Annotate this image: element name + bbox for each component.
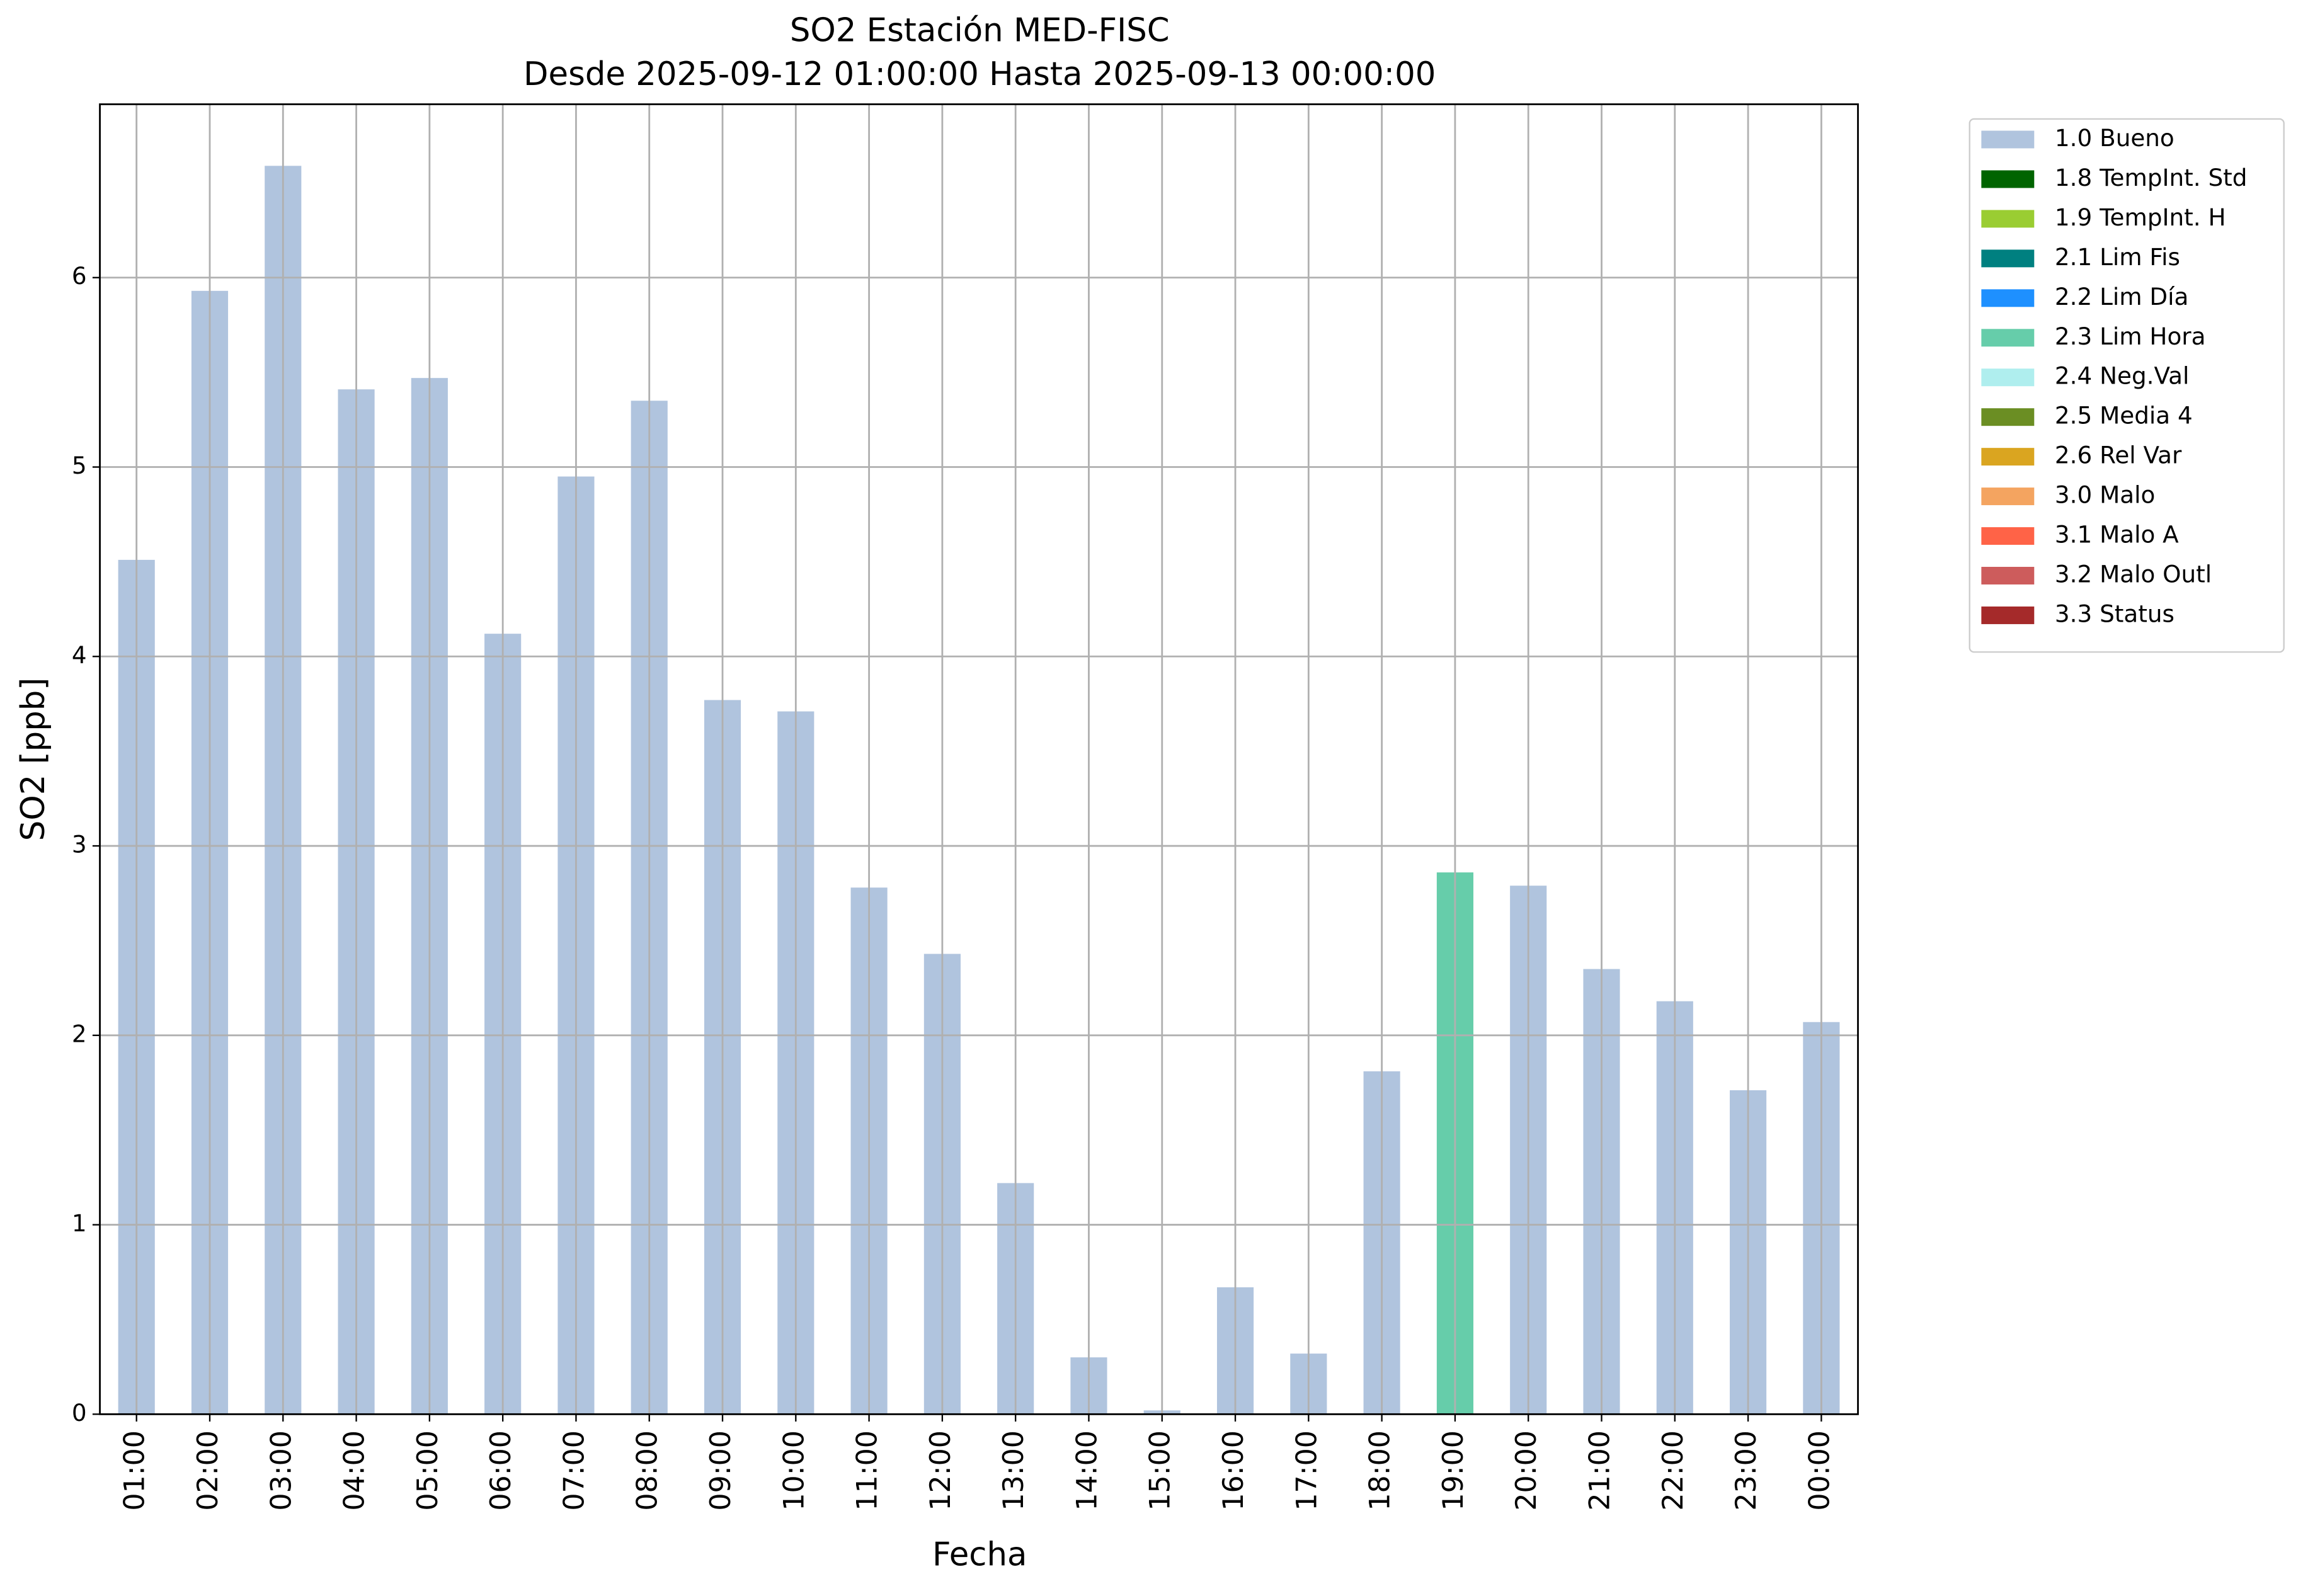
chart-title: SO2 Estación MED-FISC: [790, 11, 1170, 49]
legend-label: 1.8 TempInt. Std: [2055, 164, 2248, 191]
x-axis-label: Fecha: [932, 1536, 1027, 1574]
plot-frame: [99, 103, 1859, 1415]
x-tick-label: 02:00: [192, 1430, 224, 1511]
axes: 0 1 2 3 4 5 6 01:00 02:00 03:00 04:00 05:00 06:00 07:…: [72, 103, 1859, 1511]
legend-label: 3.3 Status: [2055, 600, 2174, 627]
x-tick-label: 06:00: [485, 1430, 517, 1511]
legend-label: 2.6 Rel Var: [2055, 442, 2182, 469]
x-tick-label: 05:00: [412, 1430, 444, 1511]
y-tick-label: 0: [72, 1399, 87, 1427]
x-tick-label: 21:00: [1584, 1430, 1616, 1511]
legend-swatch: [1981, 448, 2035, 466]
x-tick-label: 22:00: [1657, 1430, 1689, 1511]
x-tick-label: 08:00: [632, 1430, 664, 1511]
x-tick-label: 12:00: [925, 1430, 957, 1511]
x-tick-label: 20:00: [1511, 1430, 1543, 1511]
x-tick-label: 10:00: [778, 1430, 810, 1511]
legend-swatch: [1981, 289, 2035, 307]
x-tick-label: 00:00: [1803, 1430, 1836, 1511]
legend-swatch: [1981, 368, 2035, 387]
legend-label: 2.4 Neg.Val: [2055, 362, 2189, 390]
x-tick-label: 23:00: [1730, 1430, 1763, 1511]
y-tick-label: 3: [72, 831, 87, 858]
legend-label: 3.1 Malo A: [2055, 521, 2179, 549]
y-tick-label: 4: [72, 641, 87, 669]
x-tick-label: 14:00: [1071, 1430, 1103, 1511]
legend-box: [1969, 118, 2285, 653]
legend-label: 3.0 Malo: [2055, 481, 2155, 509]
legend-swatch: [1981, 329, 2035, 347]
legend: 1.0 Bueno 1.8 TempInt. Std 1.9 TempInt. H 2…: [1969, 118, 2285, 653]
x-tick-label: 18:00: [1364, 1430, 1397, 1511]
legend-swatch: [1981, 170, 2035, 188]
x-tick-label: 19:00: [1437, 1430, 1470, 1511]
y-tick-label: 1: [72, 1209, 87, 1237]
legend-label: 1.0 Bueno: [2055, 124, 2174, 152]
legend-swatch: [1981, 210, 2035, 228]
legend-label: 3.2 Malo Outl: [2055, 560, 2212, 588]
legend-swatch: [1981, 527, 2035, 545]
y-tick-label: 2: [72, 1020, 87, 1047]
legend-label: 1.9 TempInt. H: [2055, 203, 2226, 231]
x-tick-label: 13:00: [998, 1430, 1030, 1511]
y-axis-label: SO2 [ppb]: [14, 678, 52, 841]
legend-label: 2.5 Media 4: [2055, 402, 2193, 430]
x-tick-label: 15:00: [1145, 1430, 1177, 1511]
x-tick-label: 17:00: [1291, 1430, 1323, 1511]
y-tick-label: 6: [72, 262, 87, 290]
legend-swatch: [1981, 408, 2035, 426]
x-tick-label: 07:00: [558, 1430, 590, 1511]
x-tick-label: 16:00: [1218, 1430, 1250, 1511]
x-tick-label: 04:00: [339, 1430, 371, 1511]
legend-label: 2.1 Lim Fis: [2055, 243, 2180, 271]
chart-subtitle: Desde 2025-09-12 01:00:00 Hasta 2025-09-…: [523, 55, 1436, 93]
x-tick-label: 11:00: [852, 1430, 884, 1511]
y-tick-label: 5: [72, 452, 87, 479]
x-tick-label: 09:00: [705, 1430, 737, 1511]
legend-swatch: [1981, 249, 2035, 268]
legend-swatch: [1981, 130, 2035, 149]
legend-swatch: [1981, 487, 2035, 506]
legend-swatch: [1981, 606, 2035, 624]
x-tick-label: 03:00: [265, 1430, 297, 1511]
legend-label: 2.2 Lim Día: [2055, 283, 2188, 311]
legend-swatch: [1981, 567, 2035, 584]
legend-label: 2.3 Lim Hora: [2055, 322, 2206, 350]
x-tick-label: 01:00: [119, 1430, 151, 1511]
